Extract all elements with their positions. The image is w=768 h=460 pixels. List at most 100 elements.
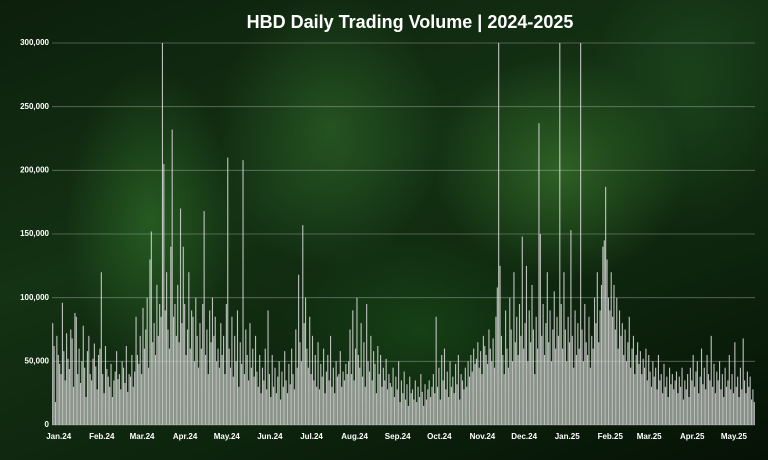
bar	[85, 396, 87, 425]
bar	[86, 351, 88, 425]
bar	[128, 374, 130, 425]
bar	[534, 374, 536, 425]
bar	[405, 399, 407, 425]
bar	[492, 338, 494, 425]
bar	[655, 367, 657, 425]
bar	[635, 354, 637, 425]
bar	[694, 386, 696, 425]
bar	[259, 354, 261, 425]
bar	[360, 323, 362, 425]
bar	[445, 389, 447, 425]
bar	[257, 386, 259, 425]
bar	[473, 348, 475, 425]
bar	[442, 380, 444, 425]
bar	[385, 358, 387, 425]
bar	[574, 310, 576, 425]
bar	[211, 297, 214, 425]
bar	[556, 316, 558, 425]
bar	[160, 316, 162, 425]
bar	[612, 316, 614, 425]
bar	[328, 380, 330, 425]
bar	[748, 386, 750, 425]
bar	[617, 348, 619, 425]
bar	[510, 329, 512, 425]
bar	[595, 323, 597, 425]
bar	[121, 361, 123, 425]
bar	[238, 386, 240, 425]
x-tick-label: May.24	[214, 432, 241, 441]
bar	[650, 386, 653, 425]
bar	[509, 297, 511, 425]
bar	[506, 348, 508, 425]
bar	[316, 386, 318, 425]
bar	[523, 348, 525, 425]
bar	[124, 382, 126, 425]
bar	[581, 329, 583, 425]
bar	[300, 361, 302, 425]
bar	[687, 374, 689, 425]
bar	[213, 335, 215, 425]
bar	[591, 335, 593, 425]
bar	[413, 399, 415, 425]
bar	[332, 367, 334, 425]
bar	[330, 335, 332, 425]
bar	[652, 361, 654, 425]
bar	[342, 371, 344, 425]
bar	[485, 354, 487, 425]
x-tick-label: Apr.25	[680, 432, 705, 441]
bar	[256, 371, 258, 425]
bar	[88, 335, 90, 425]
bar	[104, 346, 107, 425]
bar	[388, 374, 390, 425]
bar	[499, 265, 501, 425]
bar	[460, 374, 462, 425]
bar	[559, 43, 561, 425]
x-tick-label: Feb.25	[598, 432, 624, 441]
bar	[224, 374, 226, 425]
bar	[531, 284, 533, 425]
bar	[107, 376, 109, 425]
bar	[186, 329, 189, 425]
bar	[142, 307, 144, 425]
bar	[553, 291, 555, 425]
bar	[243, 374, 245, 425]
bar	[620, 335, 622, 425]
bar	[382, 367, 384, 425]
bar	[89, 374, 91, 425]
bar	[289, 384, 291, 425]
bar	[159, 304, 161, 425]
bar	[512, 361, 514, 425]
bar	[61, 302, 63, 425]
bar	[618, 310, 621, 425]
bar	[307, 367, 309, 425]
bar	[541, 335, 543, 425]
bar	[336, 376, 339, 425]
bar	[614, 329, 616, 425]
bar	[475, 358, 477, 425]
bar	[166, 272, 168, 425]
bar	[713, 363, 715, 425]
bar	[570, 230, 572, 425]
bar	[571, 335, 573, 425]
bar	[221, 354, 223, 425]
bar	[267, 310, 269, 425]
bar	[696, 361, 698, 425]
bar	[530, 342, 532, 425]
bar	[406, 384, 408, 425]
bar	[584, 304, 586, 425]
bar	[699, 376, 701, 425]
bar	[343, 380, 346, 425]
bar	[273, 386, 275, 425]
x-tick-label: Mar.24	[130, 432, 155, 441]
bar	[660, 374, 662, 425]
bar	[606, 259, 608, 425]
bar	[671, 374, 673, 425]
bar	[189, 348, 191, 425]
bar	[310, 374, 312, 425]
bar	[721, 374, 723, 425]
bar	[613, 284, 615, 425]
bar	[632, 335, 634, 425]
bar	[216, 361, 218, 425]
bar	[122, 367, 125, 425]
